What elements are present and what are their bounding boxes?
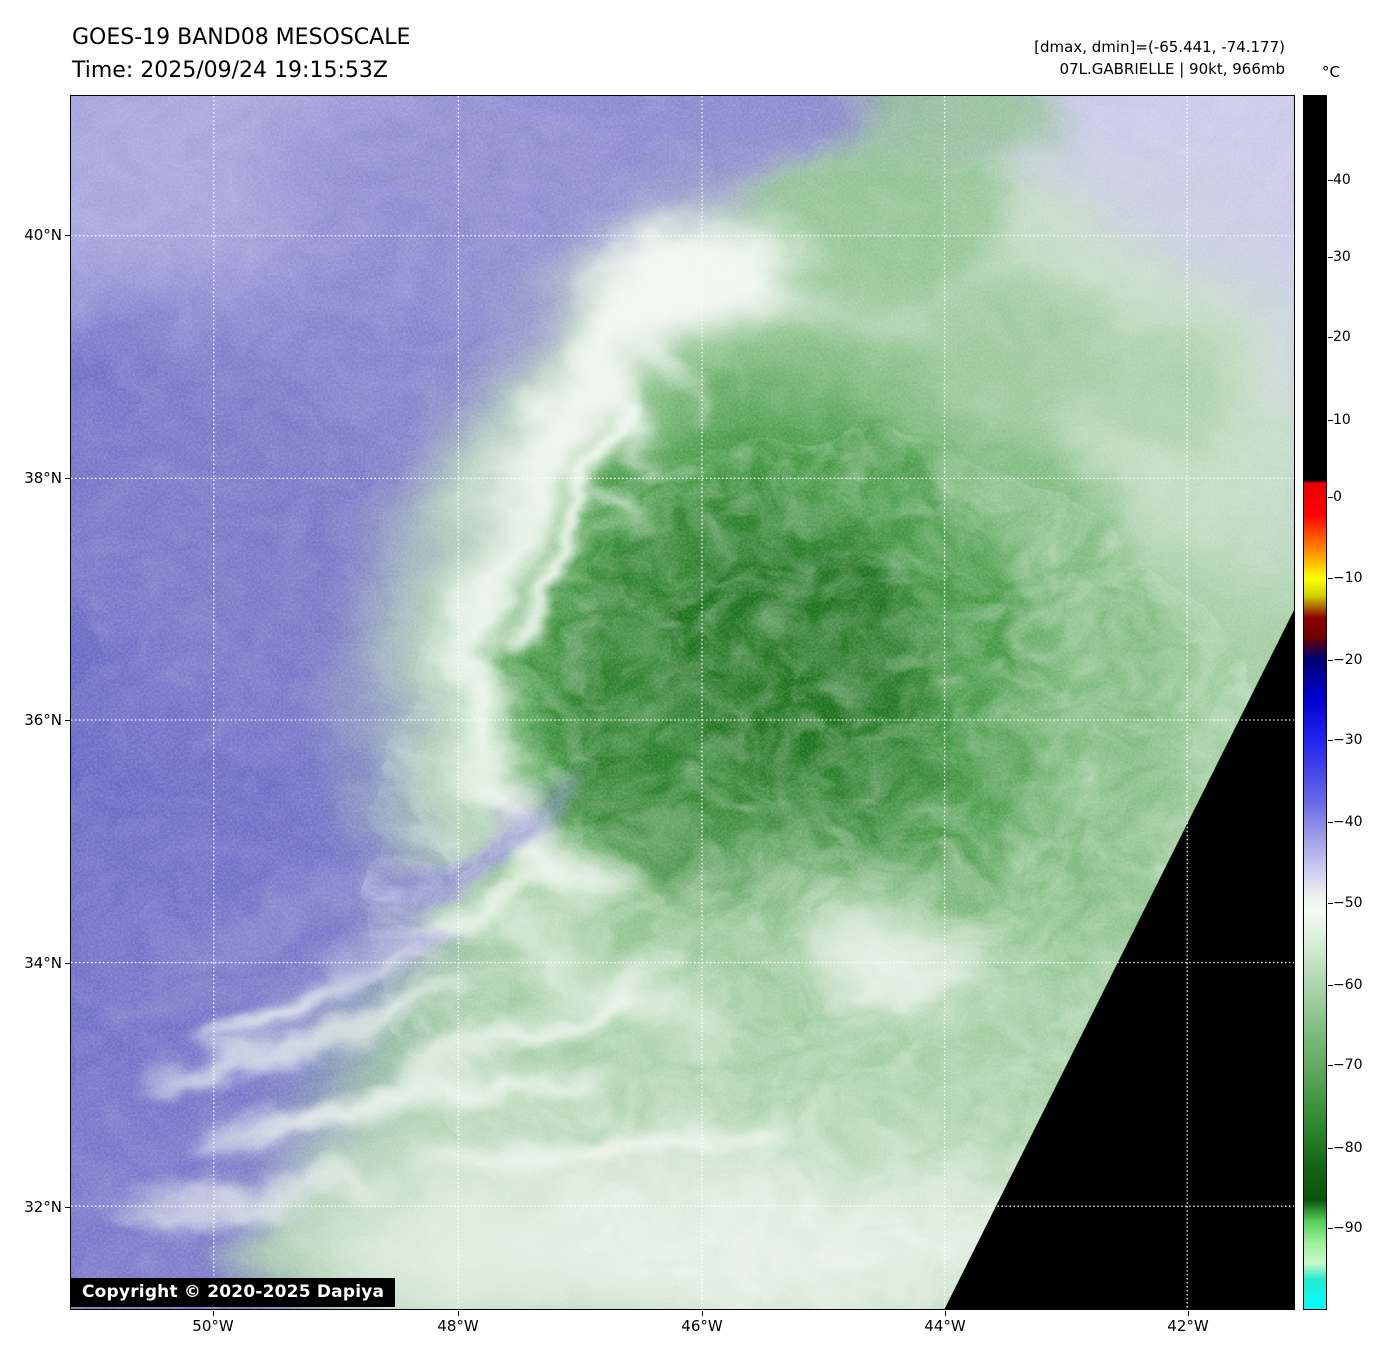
cb-tick-m20: −20 (1333, 652, 1363, 668)
cb-tick-m60: −60 (1333, 977, 1363, 993)
title-block: GOES-19 BAND08 MESOSCALE Time: 2025/09/2… (72, 21, 410, 87)
temperature-colorbar (1303, 95, 1327, 1310)
colorbar-tick (1328, 822, 1333, 823)
axis-tick (702, 1311, 703, 1316)
colorbar-tick (1328, 180, 1333, 181)
timestamp: Time: 2025/09/24 19:15:53Z (72, 58, 388, 83)
axis-tick (65, 478, 70, 479)
copyright-badge: Copyright © 2020-2025 Dapiya (71, 1278, 396, 1307)
colorbar-tick (1328, 1065, 1333, 1066)
info-block: [dmax, dmin]=(-65.441, -74.177) 07L.GABR… (1034, 36, 1285, 80)
colorbar-tick (1328, 578, 1333, 579)
cb-tick-20: 20 (1333, 329, 1351, 345)
colorbar-tick (1328, 660, 1333, 661)
lat-label-36n: 36°N (24, 711, 62, 729)
lon-label-48w: 48°W (437, 1317, 479, 1335)
axis-tick (65, 720, 70, 721)
cb-tick-m90: −90 (1333, 1220, 1363, 1236)
lon-label-50w: 50°W (192, 1317, 234, 1335)
lon-label-42w: 42°W (1167, 1317, 1209, 1335)
colorbar-tick (1328, 1148, 1333, 1149)
colorbar-tick (1328, 420, 1333, 421)
cb-tick-m50: −50 (1333, 895, 1363, 911)
lon-label-44w: 44°W (924, 1317, 966, 1335)
colorbar-unit: °C (1322, 63, 1340, 81)
cb-tick-m80: −80 (1333, 1140, 1363, 1156)
lat-label-32n: 32°N (24, 1198, 62, 1216)
cb-tick-40: 40 (1333, 172, 1351, 188)
lat-label-38n: 38°N (24, 469, 62, 487)
axis-tick (65, 963, 70, 964)
cb-tick-m40: −40 (1333, 814, 1363, 830)
colorbar-tick (1328, 497, 1333, 498)
dmax-dmin-readout: [dmax, dmin]=(-65.441, -74.177) (1034, 38, 1285, 56)
satellite-image: Copyright © 2020-2025 Dapiya (70, 95, 1295, 1310)
storm-info: 07L.GABRIELLE | 90kt, 966mb (1059, 60, 1285, 78)
colorbar-tick (1328, 337, 1333, 338)
cb-tick-10: 10 (1333, 412, 1351, 428)
axis-tick (65, 1207, 70, 1208)
grid-overlay (71, 96, 1294, 1309)
lat-label-34n: 34°N (24, 954, 62, 972)
axis-tick (213, 1311, 214, 1316)
axis-tick (945, 1311, 946, 1316)
colorbar-tick (1328, 257, 1333, 258)
cb-tick-m30: −30 (1333, 732, 1363, 748)
cb-tick-0: 0 (1333, 489, 1342, 505)
cb-tick-m70: −70 (1333, 1057, 1363, 1073)
cb-tick-m10: −10 (1333, 570, 1363, 586)
lat-label-40n: 40°N (24, 226, 62, 244)
water-vapor-imagery (71, 96, 1294, 1309)
cb-tick-30: 30 (1333, 249, 1351, 265)
colorbar-tick (1328, 1228, 1333, 1229)
axis-tick (458, 1311, 459, 1316)
product-title: GOES-19 BAND08 MESOSCALE (72, 25, 411, 50)
axis-tick (1188, 1311, 1189, 1316)
axis-tick (65, 235, 70, 236)
lon-label-46w: 46°W (681, 1317, 723, 1335)
colorbar-tick (1328, 985, 1333, 986)
colorbar-tick (1328, 903, 1333, 904)
colorbar-tick (1328, 740, 1333, 741)
